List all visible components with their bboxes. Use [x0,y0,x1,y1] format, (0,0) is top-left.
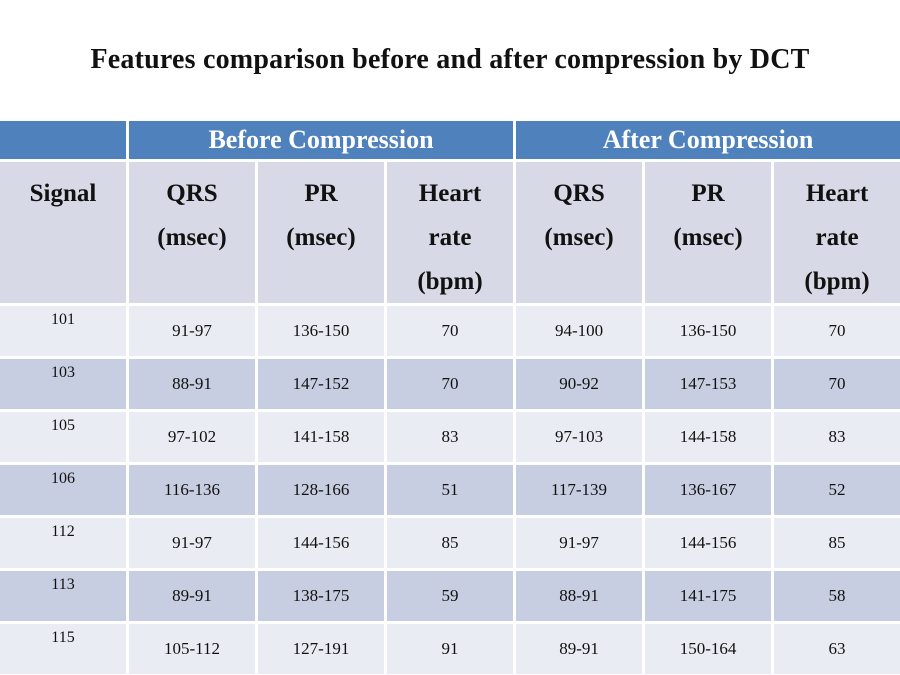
value-cell: 52 [774,465,900,516]
column-header-heart-rate-after: Heart rate (bpm) [774,162,900,304]
value-cell: 83 [387,412,514,463]
value-cell: 105-112 [129,624,255,675]
table-row: 106 116-136 128-166 51 117-139 136-167 52 [0,465,900,516]
signal-cell: 115 [0,624,126,675]
value-cell: 144-156 [258,518,384,569]
value-cell: 141-175 [645,571,772,622]
value-cell: 59 [387,571,514,622]
value-cell: 91 [387,624,514,675]
value-cell: 141-158 [258,412,384,463]
signal-cell: 105 [0,412,126,463]
value-cell: 85 [774,518,900,569]
table-row: 103 88-91 147-152 70 90-92 147-153 70 [0,359,900,410]
column-header-signal: Signal [0,162,126,304]
column-header-pr-after: PR (msec) [645,162,772,304]
value-cell: 117-139 [516,465,643,516]
signal-cell: 113 [0,571,126,622]
signal-cell: 112 [0,518,126,569]
features-table: Before Compression After Compression Sig… [0,118,900,675]
value-cell: 89-91 [129,571,255,622]
value-cell: 136-150 [258,306,384,357]
value-cell: 70 [387,306,514,357]
value-cell: 88-91 [129,359,255,410]
column-header-qrs-after: QRS (msec) [516,162,643,304]
table-row: 113 89-91 138-175 59 88-91 141-175 58 [0,571,900,622]
value-cell: 85 [387,518,514,569]
table-row: 115 105-112 127-191 91 89-91 150-164 63 [0,624,900,675]
value-cell: 51 [387,465,514,516]
value-cell: 91-97 [129,518,255,569]
column-header-row: Signal QRS (msec) PR (msec) Heart rate (… [0,162,900,304]
table-body: 101 91-97 136-150 70 94-100 136-150 70 103 88-91… [0,306,900,675]
group-header-row: Before Compression After Compression [0,121,900,159]
value-cell: 116-136 [129,465,255,516]
column-header-pr-before: PR (msec) [258,162,384,304]
value-cell: 94-100 [516,306,643,357]
table-row: 105 97-102 141-158 83 97-103 144-158 83 [0,412,900,463]
signal-cell: 106 [0,465,126,516]
value-cell: 63 [774,624,900,675]
value-cell: 91-97 [129,306,255,357]
value-cell: 147-153 [645,359,772,410]
value-cell: 138-175 [258,571,384,622]
column-header-qrs-before: QRS (msec) [129,162,255,304]
signal-cell: 101 [0,306,126,357]
value-cell: 70 [387,359,514,410]
group-header-after: After Compression [516,121,900,159]
value-cell: 88-91 [516,571,643,622]
value-cell: 144-158 [645,412,772,463]
value-cell: 147-152 [258,359,384,410]
table-row: 112 91-97 144-156 85 91-97 144-156 85 [0,518,900,569]
signal-cell: 103 [0,359,126,410]
group-header-before: Before Compression [129,121,514,159]
value-cell: 90-92 [516,359,643,410]
column-header-heart-rate-before: Heart rate (bpm) [387,162,514,304]
value-cell: 70 [774,359,900,410]
signal-group-cell [0,121,126,159]
table-row: 101 91-97 136-150 70 94-100 136-150 70 [0,306,900,357]
value-cell: 144-156 [645,518,772,569]
table-header: Before Compression After Compression Sig… [0,121,900,304]
page-title: Features comparison before and after com… [90,44,810,75]
value-cell: 127-191 [258,624,384,675]
value-cell: 97-102 [129,412,255,463]
value-cell: 83 [774,412,900,463]
value-cell: 91-97 [516,518,643,569]
value-cell: 128-166 [258,465,384,516]
value-cell: 70 [774,306,900,357]
value-cell: 150-164 [645,624,772,675]
value-cell: 97-103 [516,412,643,463]
value-cell: 58 [774,571,900,622]
value-cell: 136-167 [645,465,772,516]
value-cell: 136-150 [645,306,772,357]
value-cell: 89-91 [516,624,643,675]
